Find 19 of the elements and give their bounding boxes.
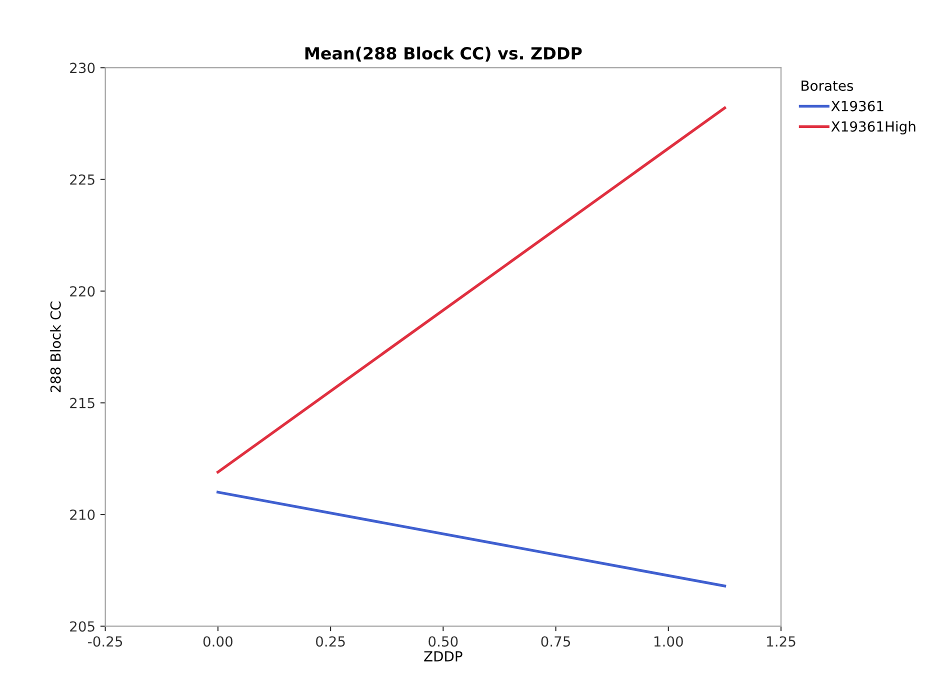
x-axis-title: ZDDP xyxy=(424,651,462,662)
chart-title: Mean(288 Block CC) vs. ZDDP xyxy=(305,46,582,62)
x-tick-label: 0.00 xyxy=(203,636,232,647)
x-tick-label: 0.25 xyxy=(316,636,345,647)
y-tick-label: 230 xyxy=(70,62,95,74)
x-tick-label: 1.25 xyxy=(767,636,796,647)
x-tick-label: 1.00 xyxy=(654,636,683,647)
x-tick-label: 0.75 xyxy=(541,636,570,647)
y-tick-label: 210 xyxy=(70,509,95,520)
y-tick-label: 225 xyxy=(70,174,94,185)
legend-title: Borates xyxy=(802,80,854,91)
x-tick-label: -0.25 xyxy=(88,636,122,647)
legend-label: X19361 xyxy=(831,100,884,112)
y-tick-label: 215 xyxy=(70,398,94,408)
x-tick-label: 0.50 xyxy=(428,636,458,647)
legend-label: X19361High xyxy=(831,120,916,134)
y-axis-title: 288 Block CC xyxy=(50,302,61,392)
y-tick-label: 205 xyxy=(70,621,94,632)
y-tick-label: 220 xyxy=(70,286,95,297)
